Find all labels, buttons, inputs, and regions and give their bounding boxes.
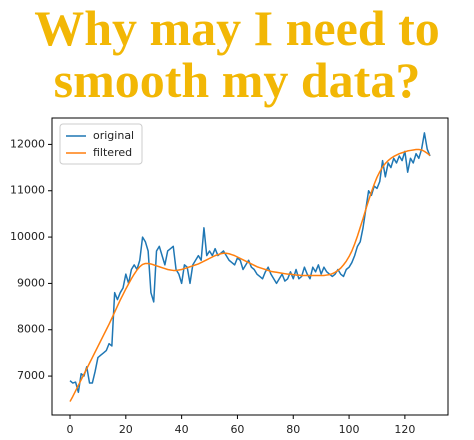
x-tick-label: 20 [119, 423, 133, 436]
x-tick-label: 100 [339, 423, 360, 436]
y-tick-label: 8000 [17, 323, 45, 336]
y-tick-label: 11000 [10, 184, 45, 197]
legend-label: original [93, 129, 134, 142]
x-tick-label: 120 [394, 423, 415, 436]
legend-label: filtered [93, 146, 132, 159]
x-tick-label: 0 [67, 423, 74, 436]
x-tick-label: 80 [286, 423, 300, 436]
chart-title: Why may I need to smooth my data? [0, 2, 474, 106]
x-tick-label: 40 [175, 423, 189, 436]
series-line [69, 148, 431, 402]
x-tick-label: 60 [230, 423, 244, 436]
axes-frame [51, 117, 449, 416]
title-text: Why may I need to smooth my data? [34, 0, 440, 108]
y-tick-label: 10000 [10, 230, 45, 243]
y-tick-label: 7000 [17, 369, 45, 382]
legend-box [59, 123, 143, 165]
y-tick-label: 12000 [10, 137, 45, 150]
y-tick-label: 9000 [17, 276, 45, 289]
